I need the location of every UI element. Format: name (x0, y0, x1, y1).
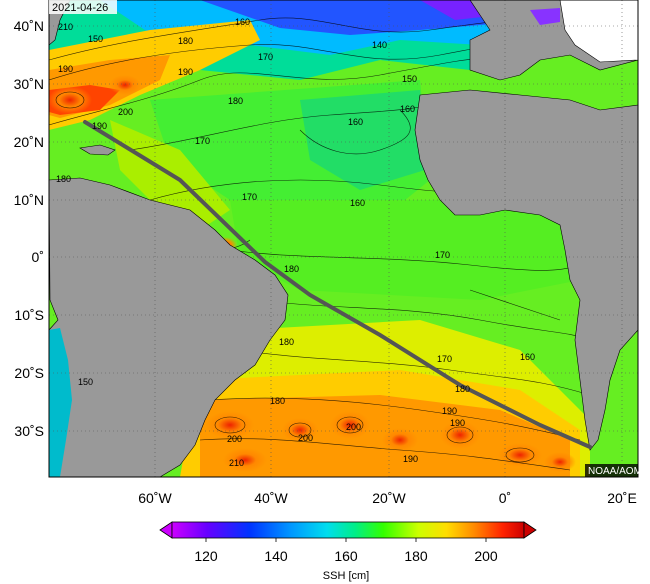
colorbar-tick-label: 140 (264, 548, 288, 564)
landmass (49, 0, 638, 477)
colorbar-gradient (171, 521, 525, 539)
contour-label: 160 (348, 117, 363, 127)
credit-label: NOAA/AOML (588, 466, 648, 477)
contour-label: 180 (279, 337, 294, 347)
date-stamp: 2021-04-26 (52, 2, 108, 14)
contour-label: 200 (346, 422, 361, 432)
no-data-region (559, 0, 638, 63)
contour-label: 200 (118, 107, 133, 117)
contour-label: 200 (227, 434, 242, 444)
lat-tick-label: 30˚S (14, 423, 44, 439)
lon-tick-label: 60˚W (138, 490, 172, 506)
colorbar-left-arrow (159, 521, 173, 539)
contour-label: 180 (178, 36, 193, 46)
colorbar-tick-label: 120 (194, 548, 218, 564)
contour-label: 210 (58, 22, 73, 32)
mediterranean-sea (530, 8, 560, 25)
latitude-axis: 40˚N 30˚N 20˚N 10˚N 0˚ 10˚S 20˚S 30˚S (14, 18, 44, 439)
contour-label: 160 (400, 104, 415, 114)
contour-label: 190 (442, 406, 457, 416)
lat-tick-label: 20˚N (14, 134, 44, 150)
colorbar-tick-label: 180 (404, 548, 428, 564)
contour-label-group: 210 150 180 190 200 190 170 160 140 150 … (56, 17, 535, 468)
date-stamp-bg (49, 0, 117, 14)
contour-label: 170 (242, 192, 257, 202)
contour-label: 170 (437, 354, 452, 364)
contour-label: 150 (88, 34, 103, 44)
contour-label: 150 (402, 74, 417, 84)
lon-tick-label: 40˚W (254, 490, 288, 506)
contour-label: 180 (56, 174, 71, 184)
contour-label: 150 (78, 377, 93, 387)
lat-tick-label: 30˚N (14, 76, 44, 92)
contour-label: 160 (235, 17, 250, 27)
colorbar-title: SSH [cm] (323, 570, 369, 582)
contour-label: 160 (350, 198, 365, 208)
contour-label: 180 (270, 396, 285, 406)
colorbar-tick-label: 160 (334, 548, 358, 564)
lat-tick-label: 10˚S (14, 307, 44, 323)
caribbean-land (79, 144, 116, 156)
contour-label: 140 (372, 40, 387, 50)
africa-land (414, 89, 638, 451)
contour-label: 210 (229, 458, 244, 468)
contour-label: 170 (258, 52, 273, 62)
colorbar-right-arrow (523, 521, 537, 539)
lat-tick-label: 10˚N (14, 192, 44, 208)
lat-tick-label: 0˚ (32, 249, 44, 265)
lat-tick-label: 40˚N (14, 18, 44, 34)
contour-label: 180 (455, 384, 470, 394)
longitude-axis: 60˚W 40˚W 20˚W 0˚ 20˚E (138, 490, 637, 506)
colorbar-tick-label: 200 (474, 548, 498, 564)
contour-label: 190 (58, 64, 73, 74)
contour-label: 200 (298, 433, 313, 443)
contour-label: 180 (228, 96, 243, 106)
contour-label: 160 (520, 352, 535, 362)
contour-label: 180 (284, 264, 299, 274)
map-frame (48, 0, 639, 478)
pacific-ocean-strip (49, 328, 72, 477)
contour-label: 190 (403, 454, 418, 464)
contour-label: 190 (450, 418, 465, 428)
colorbar: 120 140 160 180 200 SSH [cm] (159, 521, 537, 582)
contour-label: 170 (435, 250, 450, 260)
lon-tick-label: 20˚E (607, 490, 637, 506)
contour-label: 190 (92, 121, 107, 131)
contour-label: 190 (178, 67, 193, 77)
map-area (49, 0, 638, 477)
transect-line (83, 120, 592, 449)
credit-bg (585, 464, 638, 477)
lon-tick-label: 0˚ (499, 490, 511, 506)
lon-tick-label: 20˚W (372, 490, 406, 506)
contour-label: 170 (195, 136, 210, 146)
lat-tick-label: 20˚S (14, 365, 44, 381)
